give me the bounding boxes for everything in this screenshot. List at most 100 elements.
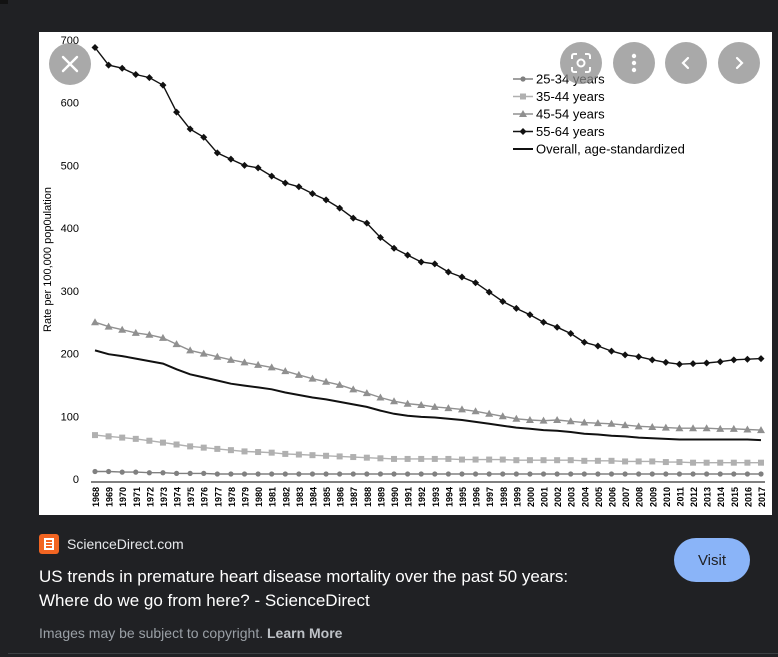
data-point xyxy=(675,360,683,368)
data-point xyxy=(703,359,711,367)
result-title-link[interactable]: US trends in premature heart disease mor… xyxy=(39,565,649,613)
x-tick-label: 1969 xyxy=(105,487,115,507)
data-point xyxy=(91,318,99,326)
data-point xyxy=(608,471,615,477)
data-point xyxy=(391,455,398,462)
data-point xyxy=(296,471,302,477)
data-point xyxy=(526,457,533,464)
x-tick-label: 1999 xyxy=(512,487,522,507)
data-point xyxy=(472,456,479,463)
data-point xyxy=(663,471,669,477)
data-point xyxy=(173,470,180,476)
result-title-line2[interactable]: Where do we go from here? - ScienceDirec… xyxy=(39,591,370,610)
data-point xyxy=(146,437,153,444)
data-point xyxy=(173,441,180,448)
legend-marker xyxy=(519,128,527,135)
learn-more-link[interactable]: Learn More xyxy=(267,625,343,641)
x-tick-label: 1974 xyxy=(173,487,183,507)
data-point xyxy=(254,360,263,368)
source-row[interactable]: ScienceDirect.com xyxy=(39,534,184,554)
x-tick-label: 2015 xyxy=(730,487,740,507)
data-point xyxy=(704,471,710,477)
data-point xyxy=(418,471,424,477)
data-point xyxy=(159,81,167,89)
next-image-button[interactable] xyxy=(718,42,760,84)
y-tick-label: 300 xyxy=(61,286,79,298)
x-tick-label: 2009 xyxy=(648,487,658,507)
legend-label: 35-44 years xyxy=(536,89,605,104)
data-point xyxy=(267,363,276,371)
data-point xyxy=(281,179,289,187)
data-point xyxy=(417,400,426,408)
data-point xyxy=(172,340,181,348)
data-point xyxy=(445,455,452,462)
data-point xyxy=(131,328,140,336)
data-point xyxy=(213,149,221,157)
visit-button[interactable]: Visit xyxy=(674,538,750,582)
data-point xyxy=(146,470,152,476)
data-point xyxy=(676,471,683,477)
data-point xyxy=(526,311,534,319)
data-point xyxy=(731,471,737,477)
data-point xyxy=(649,458,656,465)
data-point xyxy=(363,454,370,461)
previous-image-button[interactable] xyxy=(665,42,707,84)
data-point xyxy=(201,470,207,476)
series-line xyxy=(95,470,761,475)
data-point xyxy=(213,352,222,360)
x-tick-label: 1977 xyxy=(213,487,223,507)
data-point xyxy=(594,342,602,350)
data-point xyxy=(417,258,425,266)
y-axis-label: Rate per 100,000 pop0ulation xyxy=(42,187,54,332)
data-point xyxy=(690,459,697,466)
data-point xyxy=(636,471,642,477)
legend-label: 55-64 years xyxy=(536,124,605,139)
more-options-button[interactable] xyxy=(613,42,655,84)
data-point xyxy=(322,377,331,385)
data-point xyxy=(608,457,615,464)
x-tick-label: 2004 xyxy=(580,487,590,507)
x-tick-label: 1991 xyxy=(404,487,414,507)
source-name[interactable]: ScienceDirect.com xyxy=(67,536,184,552)
data-point xyxy=(648,422,657,430)
lens-button[interactable] xyxy=(560,42,602,84)
data-point xyxy=(445,471,451,477)
data-point xyxy=(690,471,696,477)
x-tick-label: 1968 xyxy=(91,487,101,507)
data-point xyxy=(513,457,520,464)
close-button[interactable] xyxy=(49,43,91,85)
data-point xyxy=(607,419,616,427)
y-tick-label: 400 xyxy=(61,223,79,235)
data-point xyxy=(118,325,127,333)
data-point xyxy=(554,457,561,464)
data-point xyxy=(539,416,548,424)
data-point xyxy=(173,108,181,116)
data-point xyxy=(323,471,329,477)
x-tick-label: 1987 xyxy=(349,487,359,507)
x-tick-label: 1975 xyxy=(186,487,196,507)
x-tick-label: 2003 xyxy=(567,487,577,507)
data-point xyxy=(268,172,276,180)
data-point xyxy=(335,380,344,388)
x-tick-label: 1973 xyxy=(159,487,169,507)
series-line xyxy=(94,47,762,365)
data-point xyxy=(282,471,288,477)
data-point xyxy=(119,434,126,441)
data-point xyxy=(158,333,167,341)
data-point xyxy=(458,273,466,281)
preview-image[interactable]: 0 100 200 300 400 500 600 700 Rate per 100,000 p… xyxy=(39,32,772,515)
data-point xyxy=(241,161,249,169)
data-point xyxy=(350,454,357,461)
data-point xyxy=(730,356,738,364)
data-point xyxy=(105,433,112,440)
data-point xyxy=(241,448,248,455)
data-point xyxy=(92,432,98,439)
x-tick-label: 1972 xyxy=(145,487,155,507)
x-tick-label: 1986 xyxy=(336,487,346,507)
result-title-line1[interactable]: US trends in premature heart disease mor… xyxy=(39,567,569,586)
data-point xyxy=(621,421,630,429)
data-point xyxy=(350,471,356,477)
data-point xyxy=(485,288,493,296)
data-point xyxy=(281,367,290,375)
x-tick-label: 2000 xyxy=(526,487,536,507)
